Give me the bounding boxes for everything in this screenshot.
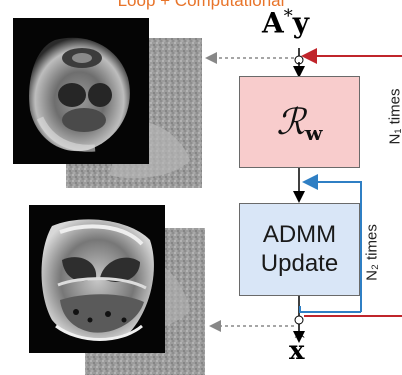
input-label-sup: * [283,6,293,27]
regularizer-subscript: w [305,121,323,145]
top-caption: Loop + Computational [117,0,285,10]
outer-loop-label: N₁ times [386,88,402,145]
input-label-base: A [262,6,284,40]
bottom-reconstructed-knee-image [29,205,165,353]
admm-update-block: ADMM Update [239,203,360,296]
input-label-var: y [292,6,310,40]
outer-loop-arrow [301,48,402,317]
flow-arrows [293,48,305,343]
top-blurry-knee-image [13,18,149,164]
inner-loop-label: N₂ times [363,224,381,281]
admm-line2: Update [260,249,339,277]
inner-loop-arrow [299,174,362,313]
output-var: x [289,336,305,366]
regularizer-symbol: ℛ [276,101,306,143]
admm-line1: ADMM [262,221,337,249]
dashed-output-arrows [205,52,294,332]
output-label-x-hat: ^ x [289,332,306,366]
output-accent: ^ [293,330,307,349]
input-label-Astar-y: A*y [262,6,309,39]
